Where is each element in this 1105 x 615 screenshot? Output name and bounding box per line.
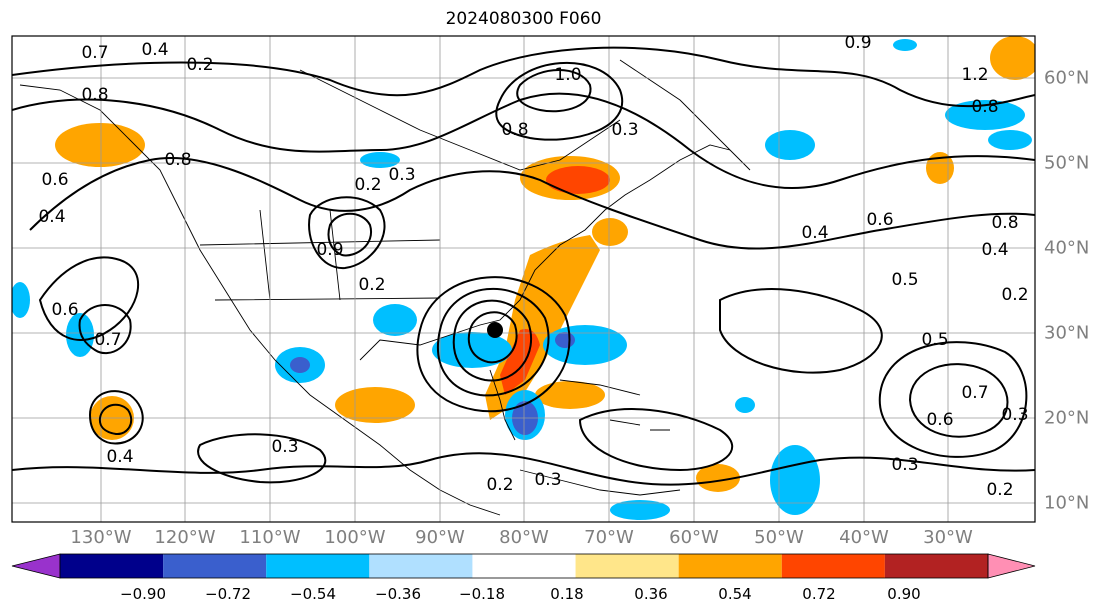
lat-label: 30°N bbox=[1044, 322, 1090, 344]
lat-label: 60°N bbox=[1044, 67, 1090, 89]
lon-label: 50°W bbox=[754, 527, 804, 548]
contour-label: 1.0 bbox=[554, 65, 581, 85]
contour-label: 1.2 bbox=[961, 65, 988, 85]
colorbar-label: 0.54 bbox=[718, 585, 752, 603]
colorbar-label: −0.18 bbox=[459, 585, 505, 603]
lon-label: 60°W bbox=[669, 527, 719, 548]
colorbar-label: 0.72 bbox=[802, 585, 836, 603]
lon-label: 70°W bbox=[584, 527, 634, 548]
map-title: 2024080300 F060 bbox=[445, 9, 602, 29]
contour-label: 0.3 bbox=[534, 470, 561, 490]
lat-label: 20°N bbox=[1044, 407, 1090, 429]
contour-label: 0.9 bbox=[316, 240, 343, 260]
contour-label: 0.2 bbox=[986, 480, 1013, 500]
contour-label: 0.6 bbox=[926, 410, 953, 430]
colorbar-label: 0.36 bbox=[634, 585, 668, 603]
contour-label: 0.8 bbox=[164, 150, 191, 170]
lat-label: 40°N bbox=[1044, 237, 1090, 259]
contour-label: 0.3 bbox=[611, 120, 638, 140]
contour-label: 0.7 bbox=[961, 383, 988, 403]
lat-label: 50°N bbox=[1044, 152, 1090, 174]
contour-label: 0.8 bbox=[991, 213, 1018, 233]
lon-label: 80°W bbox=[499, 527, 549, 548]
contour-label: 0.2 bbox=[358, 275, 385, 295]
contour-label: 0.3 bbox=[891, 455, 918, 475]
contour-label: 0.4 bbox=[106, 447, 133, 467]
contour-label: 0.2 bbox=[354, 175, 381, 195]
contour-label: 0.6 bbox=[51, 300, 78, 320]
lon-label: 30°W bbox=[923, 527, 973, 548]
contour-label: 0.6 bbox=[866, 210, 893, 230]
colorbar-label: −0.72 bbox=[205, 585, 251, 603]
graticule bbox=[12, 36, 1035, 522]
contour-label: 0.8 bbox=[501, 120, 528, 140]
map-frame bbox=[11, 35, 1036, 523]
colorbar-label: −0.36 bbox=[375, 585, 421, 603]
contour-label: 0.9 bbox=[844, 33, 871, 53]
contour-label: 0.6 bbox=[41, 170, 68, 190]
storm-center-marker bbox=[487, 322, 503, 338]
contour-label: 0.7 bbox=[81, 43, 108, 63]
contour-label: 0.4 bbox=[38, 207, 65, 227]
contour-label: 0.5 bbox=[921, 330, 948, 350]
contour-label: 0.3 bbox=[271, 437, 298, 457]
contour-lines bbox=[12, 46, 1035, 486]
colorbar-label: 0.90 bbox=[887, 585, 921, 603]
contour-label: 0.2 bbox=[186, 55, 213, 75]
colorbar-label: −0.90 bbox=[120, 585, 166, 603]
coastlines bbox=[19, 59, 751, 516]
lon-label: 110°W bbox=[239, 527, 301, 548]
weather-map: 0.4 0.2 0.8 0.7 1.0 0.8 0.3 0.9 1.2 0.8 … bbox=[11, 33, 1036, 523]
contour-label: 0.8 bbox=[81, 85, 108, 105]
contour-label-group: 0.4 0.2 0.8 0.7 1.0 0.8 0.3 0.9 1.2 0.8 … bbox=[38, 33, 1028, 500]
contour-label: 0.4 bbox=[981, 240, 1008, 260]
contour-label: 0.4 bbox=[801, 223, 828, 243]
contour-label: 0.8 bbox=[971, 97, 998, 117]
colorbar-label: −0.54 bbox=[290, 585, 336, 603]
colorbar-label: 0.18 bbox=[550, 585, 584, 603]
contour-label: 0.7 bbox=[94, 330, 121, 350]
lon-label: 130°W bbox=[70, 527, 132, 548]
contour-label: 0.2 bbox=[1001, 285, 1028, 305]
lon-label: 90°W bbox=[415, 527, 465, 548]
contour-label: 0.5 bbox=[891, 270, 918, 290]
lon-label: 40°W bbox=[839, 527, 889, 548]
contour-label: 0.3 bbox=[388, 165, 415, 185]
contour-label: 0.2 bbox=[486, 475, 513, 495]
contour-label: 0.3 bbox=[1001, 405, 1028, 425]
lon-label: 120°W bbox=[154, 527, 216, 548]
lat-label: 10°N bbox=[1044, 492, 1090, 514]
lon-label: 100°W bbox=[324, 527, 386, 548]
contour-label: 0.4 bbox=[141, 40, 168, 60]
